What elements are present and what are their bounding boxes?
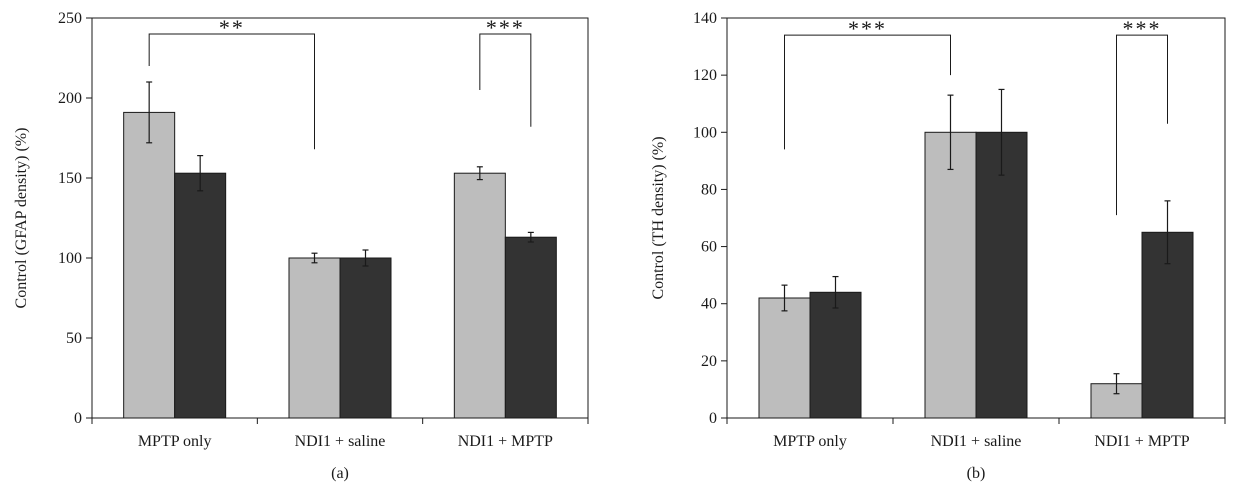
- panel-label: (a): [331, 465, 349, 482]
- bar: [174, 172, 227, 419]
- x-tick-label: NDI1 + MPTP: [458, 433, 553, 450]
- y-tick-label: 80: [701, 181, 717, 198]
- bar: [453, 172, 506, 419]
- x-tick-label: NDI1 + saline: [931, 433, 1022, 450]
- bar: [288, 257, 341, 419]
- y-tick-label: 40: [701, 296, 717, 313]
- chart-panel-b: 0 20 40 60 80 100 120 140 MPTP only NDI1 + saline…: [650, 10, 1226, 482]
- significance-stars: ***: [848, 16, 887, 41]
- bar: [123, 111, 176, 419]
- y-tick-label: 140: [693, 10, 717, 27]
- x-tick-label: MPTP only: [138, 433, 212, 450]
- y-tick-label: 100: [58, 250, 82, 267]
- significance-bracket: [479, 33, 532, 127]
- bar: [924, 131, 977, 419]
- bar: [975, 131, 1028, 419]
- y-tick-label: 60: [701, 239, 717, 256]
- y-tick-label: 250: [58, 10, 82, 27]
- significance-stars: **: [219, 15, 245, 40]
- significance-bracket: [784, 34, 951, 150]
- bar: [809, 291, 862, 419]
- bar: [339, 257, 392, 419]
- x-tick-label: NDI1 + MPTP: [1094, 433, 1189, 450]
- y-tick-label: 20: [701, 353, 717, 370]
- significance-bracket: [1116, 34, 1168, 216]
- significance-stars: ***: [486, 15, 525, 40]
- chart-panel-a: 0 50 100 150 200 250 MPTP only NDI1 + saline NDI…: [13, 10, 589, 482]
- x-tick-label: NDI1 + saline: [295, 433, 386, 450]
- y-axis-label: Control (GFAP density) (%): [13, 128, 30, 309]
- y-axis-label: Control (TH density) (%): [650, 136, 667, 299]
- y-tick-label: 0: [709, 410, 717, 427]
- y-tick-label: 100: [693, 124, 717, 141]
- panel-label: (b): [967, 465, 986, 482]
- y-tick-label: 0: [74, 410, 82, 427]
- bar: [504, 236, 557, 419]
- y-tick-label: 200: [58, 90, 82, 107]
- y-tick-label: 120: [693, 67, 717, 84]
- significance-stars: ***: [1123, 16, 1162, 41]
- significance-bracket: [148, 33, 315, 150]
- y-tick-label: 50: [66, 330, 82, 347]
- x-tick-label: MPTP only: [773, 433, 847, 450]
- bar: [758, 297, 811, 419]
- y-tick-label: 150: [58, 170, 82, 187]
